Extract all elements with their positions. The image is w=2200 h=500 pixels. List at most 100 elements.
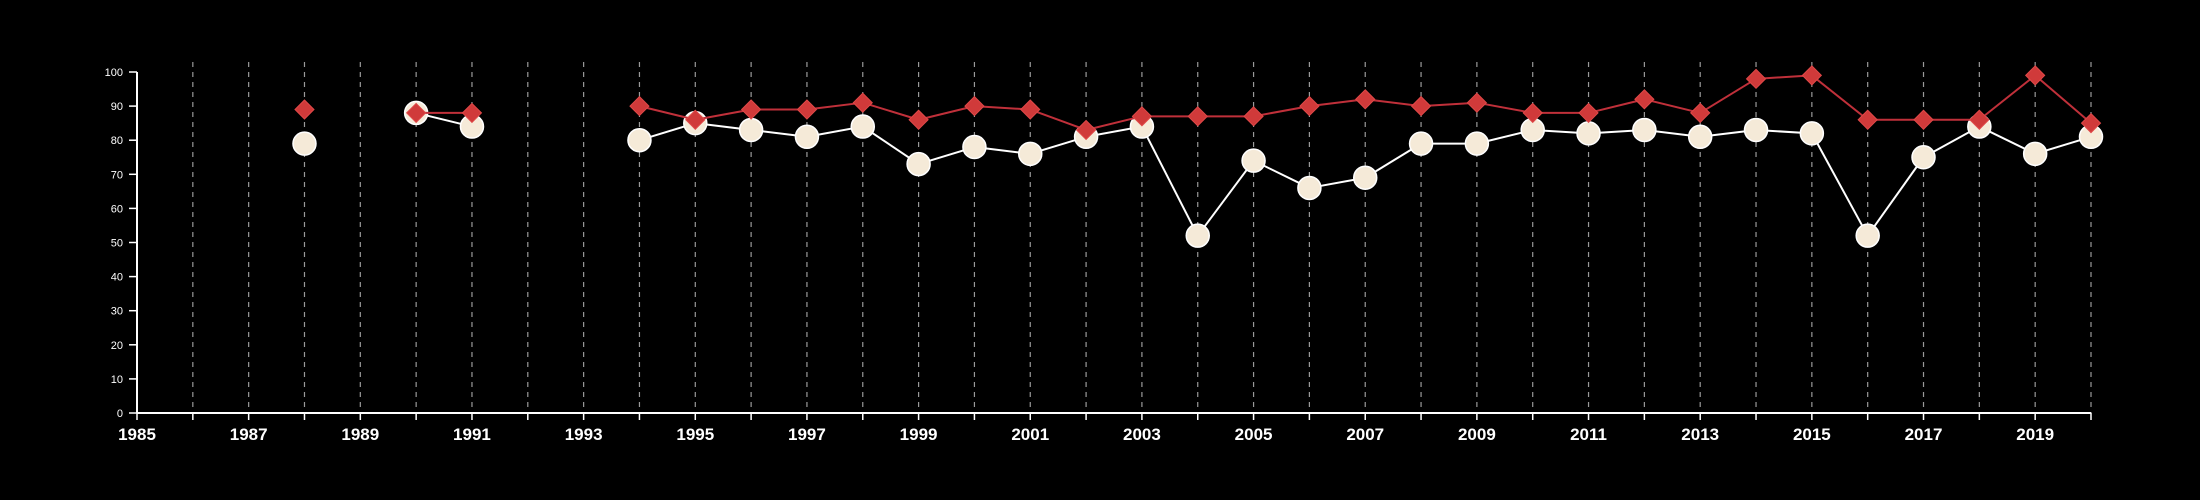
y-tick-label-80: 80 [111, 135, 123, 147]
y-tick-label-50: 50 [111, 238, 123, 250]
point-circle-1998 [850, 114, 876, 139]
y-tick-label-100: 100 [105, 67, 123, 79]
point-circle-1996 [738, 117, 764, 143]
point-circle-2008 [1408, 131, 1434, 156]
point-circle-2016 [1855, 223, 1880, 248]
x-tick-label-2011: 2011 [1570, 425, 1607, 444]
point-circle-2000 [962, 134, 987, 160]
x-tick-label-1997: 1997 [788, 425, 826, 444]
series-1-segment-1994 [639, 105, 696, 121]
point-diamond-1999 [908, 109, 929, 130]
point-circle-2015 [1799, 121, 1825, 146]
x-tick-label-2017: 2017 [1905, 425, 1943, 444]
series-1-segment-2011 [1588, 98, 1645, 114]
x-tick-label-2007: 2007 [1346, 425, 1384, 444]
x-tick-label-2009: 2009 [1458, 425, 1496, 444]
point-diamond-2020 [2080, 112, 2102, 134]
point-diamond-1995 [685, 109, 706, 130]
point-diamond-2003 [1131, 106, 1153, 127]
series-1-segment-2001 [1029, 108, 1087, 131]
x-tick-label-2013: 2013 [1681, 425, 1719, 444]
y-tick-label-0: 0 [117, 408, 123, 420]
series-0-segment-2015 [1810, 132, 1869, 237]
point-diamond-2002 [1075, 119, 1097, 141]
point-diamond-2013 [1689, 102, 1711, 124]
y-tick-label-10: 10 [111, 374, 123, 386]
point-diamond-1998 [852, 92, 873, 113]
point-diamond-2009 [1466, 92, 1488, 113]
point-diamond-2010 [1522, 102, 1543, 124]
x-tick-label-2001: 2001 [1011, 425, 1049, 444]
point-diamond-2008 [1410, 95, 1432, 117]
y-tick-label-40: 40 [111, 272, 123, 284]
point-diamond-2001 [1020, 99, 1041, 120]
point-diamond-1991 [461, 102, 483, 124]
series-0-segment-2004 [1196, 160, 1255, 237]
point-diamond-1996 [740, 99, 762, 120]
x-tick-label-1989: 1989 [341, 425, 379, 444]
series-1-segment-2007 [1365, 98, 1422, 108]
x-tick-label-1995: 1995 [676, 425, 714, 444]
series-1-segment-2002 [1085, 115, 1143, 131]
x-tick-label-1999: 1999 [900, 425, 938, 444]
series-1-segment-2018 [1978, 74, 2036, 121]
point-diamond-1994 [629, 95, 650, 117]
point-diamond-2014 [1745, 68, 1767, 90]
point-circle-2005 [1241, 148, 1266, 173]
point-circle-2014 [1743, 117, 1769, 143]
point-diamond-1990 [405, 102, 427, 124]
x-tick-label-2019: 2019 [2016, 425, 2054, 444]
series-0-segment-2016 [1866, 156, 1925, 237]
point-circle-2012 [1632, 117, 1657, 143]
series-1-segment-1999 [918, 105, 975, 121]
point-diamond-2005 [1243, 106, 1264, 127]
point-diamond-1997 [796, 99, 818, 120]
series-1-segment-2012 [1644, 98, 1701, 114]
x-tick-label-1987: 1987 [230, 425, 268, 444]
point-circle-1994 [627, 127, 652, 153]
series-1-segment-2019 [2034, 74, 2092, 124]
series-1-segment-1997 [806, 101, 863, 111]
point-diamond-2017 [1913, 109, 1934, 130]
point-diamond-2016 [1857, 109, 1878, 130]
point-circle-2017 [1911, 145, 1936, 170]
y-tick-label-30: 30 [111, 306, 123, 318]
point-diamond-2007 [1355, 89, 1376, 110]
point-circle-1999 [906, 151, 931, 177]
series-1-segment-2005 [1253, 105, 1310, 118]
y-tick-label-90: 90 [111, 101, 123, 113]
y-tick-label-60: 60 [111, 203, 123, 215]
point-diamond-2004 [1187, 106, 1208, 127]
point-diamond-2011 [1578, 102, 1599, 124]
point-diamond-2019 [2024, 65, 2046, 86]
series-1-segment-1998 [862, 101, 919, 121]
point-diamond-2015 [1801, 65, 1823, 86]
series-0-segment-2003 [1141, 126, 1199, 237]
x-tick-label-1993: 1993 [565, 425, 603, 444]
point-circle-2007 [1352, 165, 1378, 190]
y-tick-label-20: 20 [111, 340, 123, 352]
point-circle-2009 [1464, 131, 1490, 156]
series-1-segment-2009 [1476, 101, 1533, 114]
series-layer [292, 65, 2104, 248]
point-circle-2013 [1687, 124, 1713, 150]
point-circle-1988 [292, 131, 317, 156]
x-tick-label-2003: 2003 [1123, 425, 1161, 444]
x-tick-label-1991: 1991 [453, 425, 491, 444]
point-circle-1997 [794, 124, 820, 150]
point-circle-2006 [1297, 175, 1322, 201]
series-1-segment-2013 [1699, 77, 1757, 114]
point-diamond-1988 [294, 99, 315, 120]
x-tick-label-1985: 1985 [118, 425, 156, 444]
y-tick-label-70: 70 [111, 169, 123, 181]
point-circle-2004 [1185, 223, 1210, 248]
series-1-segment-1995 [695, 108, 752, 121]
point-circle-2011 [1576, 121, 1601, 146]
grid-layer [192, 62, 2092, 413]
point-diamond-2006 [1299, 95, 1320, 117]
point-diamond-2000 [964, 95, 985, 117]
series-1-segment-2006 [1309, 98, 1366, 108]
x-tick-label-2005: 2005 [1235, 425, 1273, 444]
axes-layer: 0 10 20 30 40 50 60 70 80 90 100 1985 1987 1989 1991 19… [105, 67, 2092, 444]
point-diamond-2018 [1969, 109, 1990, 130]
